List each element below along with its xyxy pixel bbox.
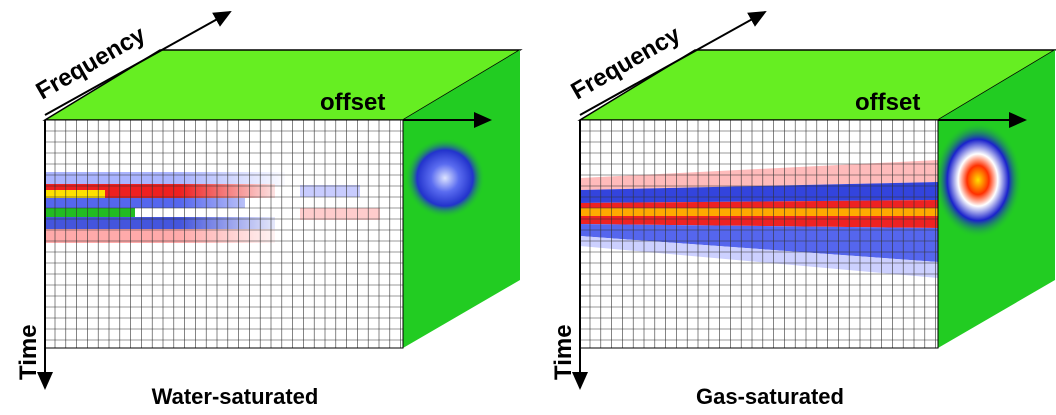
side-anomaly [405, 138, 485, 218]
time-label: Time [550, 324, 577, 380]
time-label: Time [15, 324, 42, 380]
caption: Water-saturated [152, 384, 319, 409]
band [45, 208, 135, 217]
offset-label: offset [320, 89, 385, 116]
side-anomaly [934, 122, 1022, 238]
diagram: Frequency offset Time Water-saturated Fr… [0, 0, 1056, 415]
panel: Frequency offset Time Water-saturated [15, 12, 520, 409]
panel: Frequency offset Time Gas-saturated [550, 12, 1055, 409]
caption: Gas-saturated [696, 384, 844, 409]
offset-label: offset [855, 89, 920, 116]
band [300, 185, 360, 197]
band [580, 208, 938, 216]
